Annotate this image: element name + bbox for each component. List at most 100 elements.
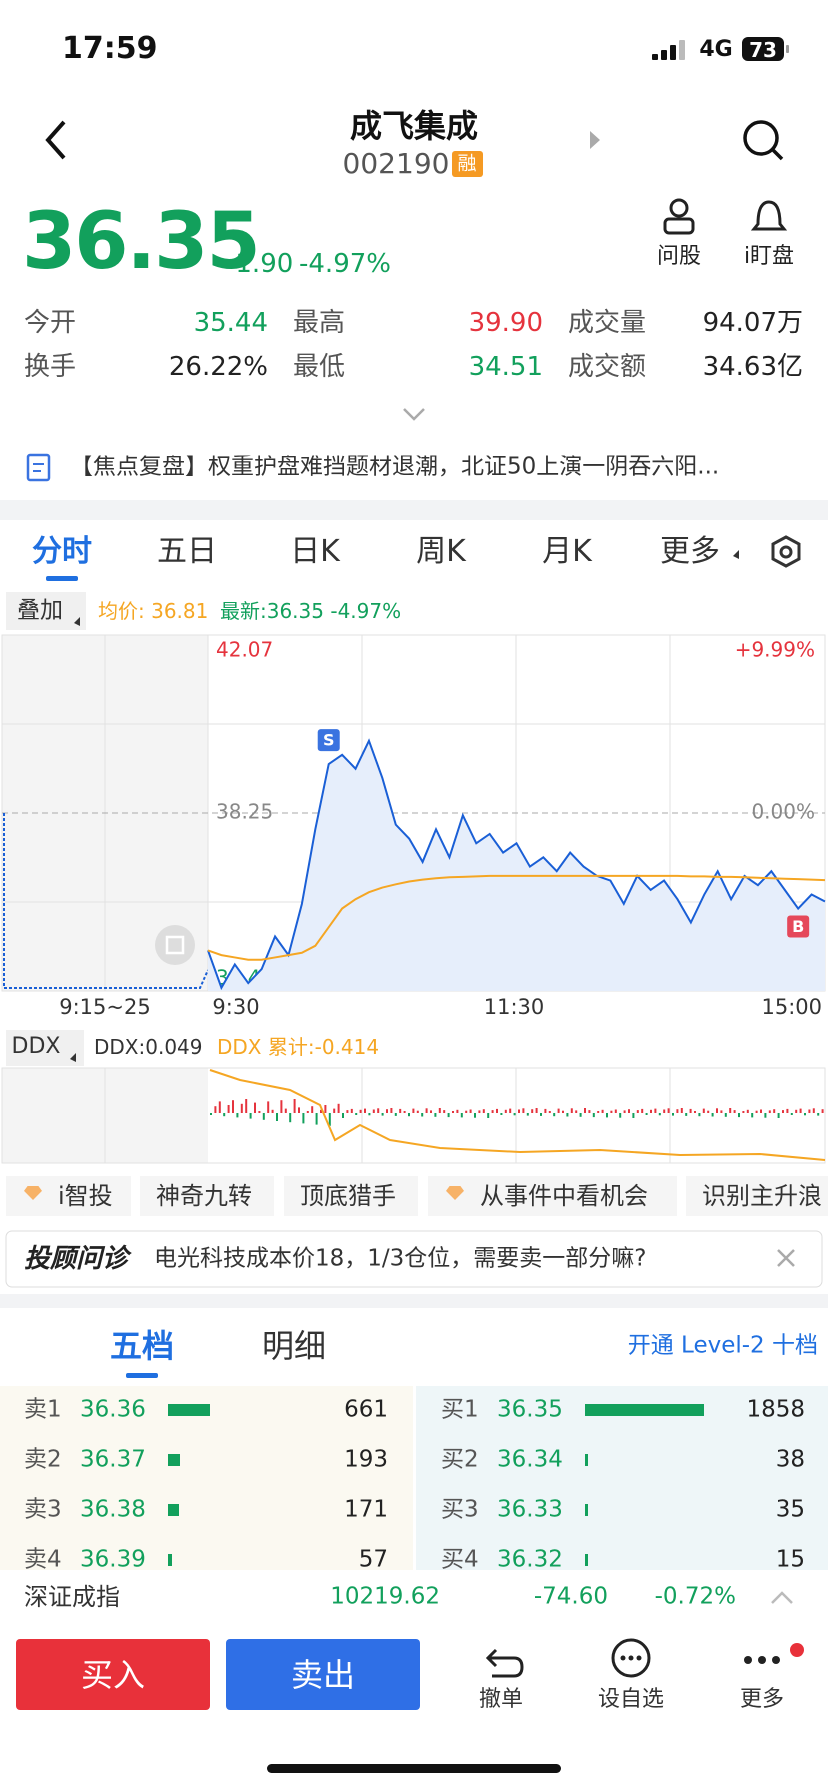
chart-tab[interactable]: 日K (290, 534, 340, 569)
chart-tab[interactable]: 周K (416, 534, 466, 569)
buy-label[interactable]: 买入 (80, 1656, 146, 1694)
book-tab[interactable]: 五档 (109, 1327, 175, 1365)
overlay-button[interactable] (6, 592, 86, 630)
tool-label[interactable]: 识别主升浪 (702, 1182, 822, 1210)
ddx-tick (720, 1110, 723, 1113)
sell-label[interactable]: 卖出 (290, 1656, 356, 1694)
bell-icon[interactable] (750, 200, 788, 231)
ddx-tick (438, 1108, 441, 1113)
stat-label: 换手 (24, 352, 77, 382)
back-icon[interactable] (45, 120, 66, 160)
settings-icon[interactable] (771, 535, 801, 568)
stat-value: 39.90 (468, 308, 543, 338)
toolbar-label[interactable]: 更多 (739, 1687, 785, 1712)
tool-label[interactable]: i智投 (58, 1182, 113, 1210)
tool-chip[interactable] (686, 1176, 828, 1216)
overlay-button-label[interactable]: 叠加 (17, 597, 63, 624)
ddx-tick (610, 1110, 613, 1113)
tool-label[interactable]: 神奇九转 (156, 1182, 252, 1210)
index-caret[interactable] (771, 1591, 793, 1604)
undo-icon[interactable] (485, 1648, 524, 1678)
buy-button[interactable] (16, 1639, 210, 1710)
tool-chip[interactable] (284, 1176, 418, 1216)
search-icon[interactable] (743, 120, 779, 156)
ddx-tick (284, 1108, 287, 1113)
ddx-tick (372, 1109, 375, 1113)
ddx-tick (289, 1113, 292, 1123)
volume-bar (585, 1554, 588, 1566)
ddx-tick (821, 1109, 824, 1113)
level-volume: 193 (344, 1446, 388, 1473)
news-headline[interactable]: 【焦点复盘】权重护盘难挡题材退潮，北证50上演一阴吞六阳... (70, 455, 720, 479)
volume-bar (585, 1504, 588, 1516)
ddx-tick (645, 1113, 648, 1115)
ddx-tick (328, 1113, 331, 1126)
level2-link[interactable]: 开通 Level-2 十档 (627, 1332, 818, 1359)
ddx-tick (236, 1113, 239, 1118)
tool-chip[interactable] (6, 1176, 131, 1216)
signal-icon (652, 40, 685, 60)
ddx-tick (795, 1109, 798, 1113)
level-label: 买1 (441, 1396, 479, 1423)
ddx-tick (254, 1102, 256, 1113)
ddx-tick (540, 1113, 542, 1116)
stat-label: 成交额 (568, 352, 647, 382)
ddx-tick (786, 1108, 789, 1113)
tool-label[interactable]: 从事件中看机会 (480, 1182, 648, 1210)
ddx-tick (320, 1109, 322, 1113)
ddx-tick (403, 1111, 406, 1113)
ddx-tick (280, 1100, 283, 1113)
ddx-tick (636, 1110, 639, 1113)
next-arrow[interactable] (590, 131, 600, 149)
level-label: 买3 (441, 1496, 479, 1523)
watch-icon[interactable] (611, 1638, 651, 1678)
tool-chip[interactable] (140, 1176, 274, 1216)
more-dots[interactable] (744, 1656, 780, 1664)
tool-label[interactable]: 顶底猎手 (300, 1182, 396, 1210)
ask-panel (0, 1386, 413, 1570)
action-label[interactable]: i盯盘 (743, 244, 795, 269)
ddx-bars (210, 1099, 824, 1126)
expand-chevron[interactable] (403, 408, 425, 421)
tool-chip[interactable] (428, 1176, 677, 1216)
action-label[interactable]: 问股 (656, 244, 702, 269)
chart-tab[interactable]: 五日 (157, 534, 217, 569)
overlay-triangle (74, 617, 80, 626)
ddx-button-label[interactable]: DDX (11, 1034, 61, 1059)
ddx-value: DDX:0.049 (94, 1035, 203, 1059)
advisor-question[interactable]: 电光科技成本价18，1/3仓位，需要卖一部分嘛? (154, 1245, 647, 1272)
ddx-triangle (70, 1053, 76, 1062)
ddx-tick (487, 1113, 490, 1118)
chart-tab[interactable]: 更多 (660, 534, 720, 569)
advisor-box[interactable] (5, 1230, 823, 1288)
level-price: 36.38 (80, 1496, 146, 1523)
sell-button[interactable] (226, 1639, 420, 1710)
ddx-tick (333, 1108, 336, 1113)
level-price: 36.32 (497, 1546, 563, 1570)
ddx-tick (399, 1108, 402, 1113)
ddx-button[interactable] (6, 1030, 84, 1066)
ddx-tick (249, 1113, 252, 1119)
ddx-tick (311, 1106, 314, 1113)
close-icon[interactable] (777, 1249, 795, 1267)
ddx-tick (650, 1109, 652, 1113)
book-tab[interactable]: 明细 (261, 1327, 327, 1365)
volume-bar (168, 1404, 211, 1416)
toolbar-label[interactable]: 设自选 (597, 1687, 665, 1712)
ddx-tick (386, 1109, 388, 1113)
ddx-tick (342, 1113, 344, 1118)
ddx-tick (733, 1110, 736, 1113)
chart-tab[interactable]: 分时 (32, 534, 92, 569)
ddx-tick (394, 1113, 397, 1116)
volume-bar (168, 1504, 179, 1516)
ddx-tick (245, 1099, 248, 1113)
volume-bar (585, 1454, 588, 1466)
ddx-tick (381, 1113, 384, 1116)
chart-tab[interactable]: 月K (542, 534, 592, 569)
ddx-tick (694, 1111, 696, 1113)
ask-icon[interactable] (669, 198, 689, 218)
fullscreen-icon[interactable] (155, 925, 195, 965)
index-value: 10219.62 (330, 1583, 440, 1610)
toolbar-label[interactable]: 撤单 (478, 1687, 524, 1712)
